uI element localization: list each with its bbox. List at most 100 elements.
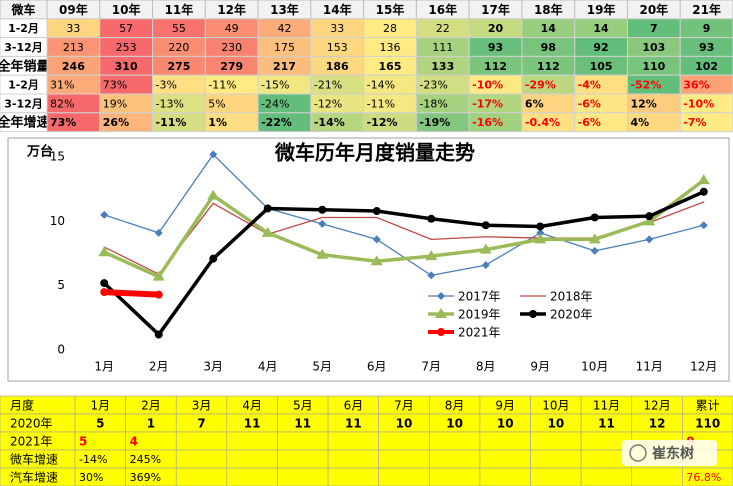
x-tick-label: 7月 [421,360,441,374]
cell [479,431,531,451]
cell [327,431,379,451]
cell [682,467,733,486]
marker [372,207,381,216]
legend-label: 2017年 [458,290,501,304]
cell [530,449,582,469]
cell-text: 12月 [643,399,670,413]
cell-text: -12% [367,116,398,129]
x-tick-label: 1月 [94,360,114,374]
cell-text: 105 [590,60,613,73]
marker [427,271,436,280]
cell [226,449,278,469]
marker [645,212,654,221]
cell-text: -3% [156,79,177,92]
cell-text: -16% [472,116,503,129]
cell-text: 5 [79,435,87,449]
y-tick-label: 0 [57,343,65,357]
cell-text: 4% [630,116,649,129]
series-line [102,189,706,337]
row-label: 3-12月 [4,41,43,54]
cell [175,467,228,486]
watermark-bg [622,440,717,466]
cell-text: 30% [79,471,103,484]
cell-text: 7 [650,22,658,35]
marker [316,248,329,259]
cell-text: 246 [62,60,85,73]
cell-text: 10月 [542,399,569,413]
cell-text: -14% [79,453,107,466]
cell-text: 33 [330,22,344,35]
cell-text: 310 [115,60,138,73]
cell-text: 103 [642,41,665,54]
cell-text: 217 [273,60,296,73]
cell-text: -6% [578,97,601,110]
cell-text: 73% [50,116,76,129]
y-tick-label: 15 [50,150,65,164]
cell [479,467,531,486]
cell-text: 186 [326,60,349,73]
cell-text: 11 [294,417,311,431]
marker [372,235,381,244]
cell-text: 153 [327,41,348,54]
cell-text: 28 [383,22,397,35]
cell-text: -52% [630,79,661,92]
cell-text: 73% [103,79,127,92]
plot: 0 5 10 15 1月 2月 3月 4月 5月 6月 7月 8月 9月 10月 11月 12月 2017年 20… [50,150,718,374]
legend-label: 2019年 [458,308,501,322]
cell-text: 1% [208,116,227,129]
chart-title: 微车历年月度销量走势 [274,141,475,165]
x-tick-label: 2月 [149,360,169,374]
cell-text: -11% [208,79,236,92]
marker [481,261,490,270]
cell-text: 9 [703,22,711,35]
marker [534,233,547,244]
watermark: 崔东树 [622,440,717,466]
marker [100,288,109,297]
top-table: 微车 09年 10年 11年 12年 13年 14年 15年 16年 17年 18年 19年 20年 21… [0,0,733,133]
legend-marker [437,292,445,300]
cell-text: 76.8% [686,471,721,484]
cell-text: 49 [225,22,239,35]
cell-text: 9月 [495,399,515,413]
marker [425,250,438,261]
series-line [102,178,706,279]
x-tick-label: 3月 [203,360,223,374]
marker [152,270,165,281]
cell-text: 102 [695,60,718,73]
cell [327,449,379,469]
marker [588,233,601,244]
cell-text: 12 [649,417,666,431]
row-label: 3-12月 [4,97,43,110]
marker [590,213,599,222]
cell-text: 230 [221,41,242,54]
cell-text: 2月 [141,399,161,413]
marker [536,228,545,237]
marker [318,219,327,228]
marker [154,330,163,339]
cell-text: 36% [683,79,709,92]
cell-text: 1 [147,417,155,431]
cell-text: 93 [488,41,503,54]
header-text: 14年 [323,2,352,17]
x-tick-label: 9月 [530,360,550,374]
marker [263,204,272,213]
header-text: 11年 [165,2,194,17]
x-tick-label: 10月 [581,360,608,374]
cell-text: -18% [419,97,447,110]
header-text: 21年 [692,2,721,17]
x-tick-label: 11月 [636,360,663,374]
cell-text: 10 [497,417,514,431]
cell-text: 112 [537,60,560,73]
cell-text: 57 [119,22,133,35]
legend-label: 2021年 [458,326,501,340]
cell [226,431,278,451]
cell [277,449,329,469]
cell [175,431,228,451]
cell-text: 6月 [344,399,364,413]
cell-text: -22% [261,116,292,129]
cell-text: 165 [379,60,402,73]
row-label: 微车增速 [10,452,58,467]
cell-text: 1月 [90,399,110,413]
row-label: 2021年 [10,435,53,449]
